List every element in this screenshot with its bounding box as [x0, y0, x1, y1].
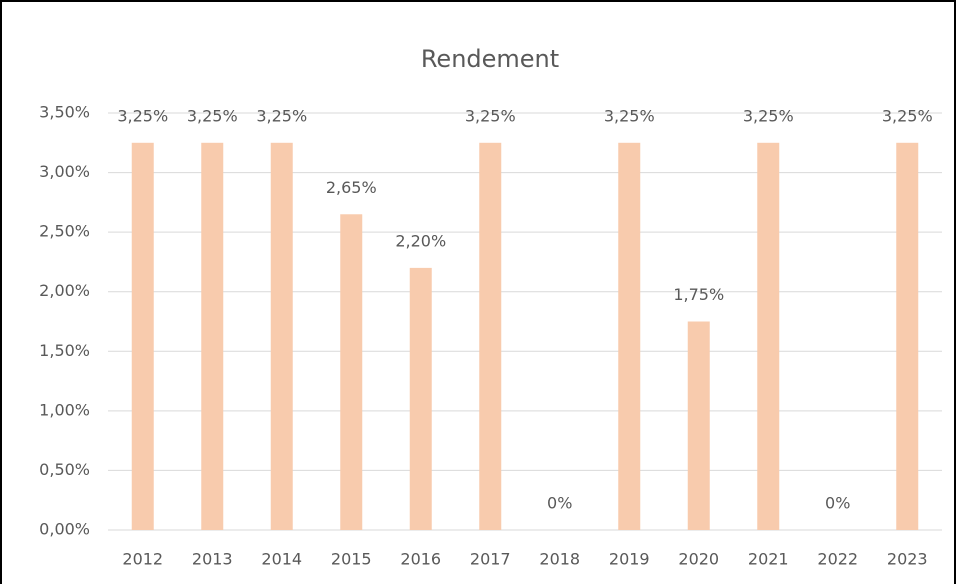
x-tick-label: 2012: [122, 550, 163, 569]
x-tick-label: 2017: [470, 550, 511, 569]
x-tick-label: 2015: [331, 550, 372, 569]
y-tick-label: 1,00%: [39, 400, 90, 419]
bar: [618, 142, 641, 531]
data-label: 0%: [825, 494, 850, 513]
data-label: 3,25%: [187, 106, 238, 125]
y-tick-label: 0,50%: [39, 460, 90, 479]
bar: [687, 321, 710, 530]
y-tick-label: 0,00%: [39, 520, 90, 539]
x-tick-label: 2020: [678, 550, 719, 569]
x-tick-label: 2022: [817, 550, 858, 569]
data-label: 2,20%: [395, 231, 446, 250]
bar: [757, 142, 780, 531]
data-label: 3,25%: [465, 106, 516, 125]
data-label: 2,65%: [326, 178, 377, 197]
y-tick-label: 3,50%: [39, 103, 90, 122]
bar: [270, 142, 293, 531]
x-tick-label: 2013: [192, 550, 233, 569]
y-tick-label: 3,00%: [39, 162, 90, 181]
data-label: 3,25%: [604, 106, 655, 125]
bar: [896, 142, 919, 531]
bar: [479, 142, 502, 531]
x-tick-label: 2021: [748, 550, 789, 569]
x-tick-label: 2014: [261, 550, 302, 569]
x-tick-label: 2018: [539, 550, 580, 569]
x-tick-label: 2019: [609, 550, 650, 569]
x-tick-label: 2023: [887, 550, 928, 569]
x-tick-label: 2016: [400, 550, 441, 569]
bar: [340, 214, 363, 530]
chart-title: Rendement: [421, 45, 559, 73]
y-tick-label: 2,50%: [39, 222, 90, 241]
data-label: 3,25%: [256, 106, 307, 125]
data-label: 3,25%: [882, 106, 933, 125]
data-label: 1,75%: [673, 285, 724, 304]
y-tick-label: 1,50%: [39, 341, 90, 360]
bar: [131, 142, 154, 531]
data-label: 0%: [547, 494, 572, 513]
bar: [201, 142, 224, 531]
data-label: 3,25%: [743, 106, 794, 125]
bar: [409, 267, 432, 530]
y-tick-label: 2,00%: [39, 281, 90, 300]
data-label: 3,25%: [117, 106, 168, 125]
